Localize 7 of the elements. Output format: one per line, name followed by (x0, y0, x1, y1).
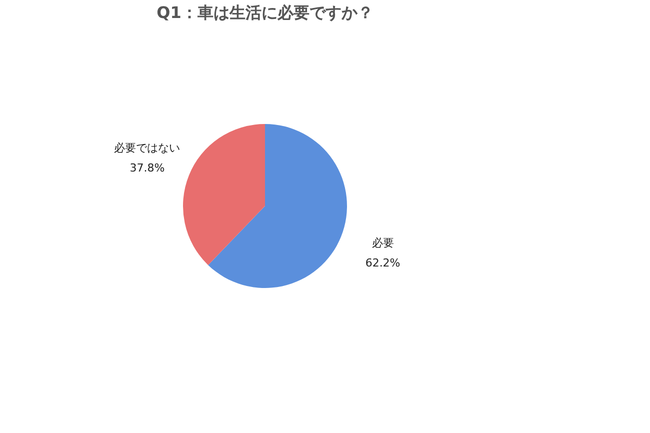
slice-label: 必要 (372, 236, 394, 250)
slice-label: 必要ではない (114, 142, 180, 155)
data-label: 37.8% (130, 162, 165, 175)
data-label: 62.2% (365, 256, 400, 270)
pie-slice (208, 124, 347, 288)
chart-title: Q1：車は生活に必要ですか？ (156, 3, 374, 22)
pie-slice (183, 124, 265, 266)
